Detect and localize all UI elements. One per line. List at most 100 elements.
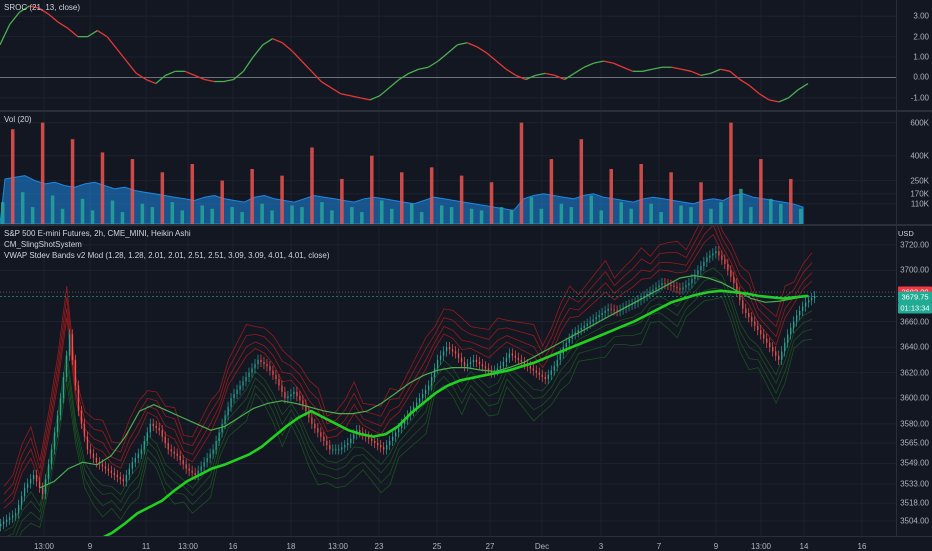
candle-body — [374, 440, 376, 444]
volume-axis[interactable]: 600K 400K 250K 170K 110K — [896, 112, 932, 224]
volume-bar — [639, 164, 643, 224]
candle-body — [721, 255, 723, 260]
candle-body — [149, 423, 151, 433]
candle-body — [613, 309, 615, 311]
sroc-legend[interactable]: SROC (21, 13, close) — [4, 3, 81, 12]
vwap-bands-legend[interactable]: VWAP Stdev Bands v2 Mod (1.28, 1.28, 2.0… — [4, 251, 330, 260]
volume-bar — [130, 159, 135, 224]
volume-bar — [419, 212, 424, 224]
candle-body — [146, 432, 148, 441]
candle-body — [74, 359, 77, 386]
candle-body — [598, 315, 600, 318]
candle-body — [353, 434, 355, 439]
candle-body — [344, 445, 346, 448]
volume-bar — [220, 180, 224, 224]
vwap-lower-band — [7, 276, 813, 536]
candle-body — [392, 436, 394, 441]
candle-body — [404, 419, 406, 424]
candle-body — [113, 472, 116, 476]
pane-separator[interactable] — [0, 224, 932, 226]
candle-body — [421, 394, 424, 399]
candle-body — [754, 321, 756, 326]
time-tick: 13:00 — [177, 542, 199, 551]
candle-body — [323, 436, 325, 441]
price-pane[interactable]: S&P 500 E-mini Futures, 2h, CME_MINI, He… — [0, 226, 896, 536]
candle-body — [347, 443, 349, 446]
currency-label[interactable]: USD — [898, 229, 914, 238]
candle-body — [475, 359, 478, 363]
candle-body — [649, 291, 651, 294]
candle-body — [257, 359, 259, 365]
candle-body — [655, 287, 657, 290]
candle-body — [332, 449, 334, 451]
candle-body — [550, 370, 552, 375]
candle-body — [329, 445, 331, 450]
candle-body — [359, 430, 361, 433]
volume-bar — [110, 200, 115, 224]
time-axis[interactable]: 13:00 9 11 13:00 16 18 13:00 23 25 27 De… — [0, 536, 932, 551]
volume-bar — [539, 208, 544, 224]
volume-bar — [449, 207, 454, 224]
candle-body — [427, 385, 430, 390]
volume-bar — [260, 203, 264, 224]
sroc-segment — [583, 62, 595, 68]
volume-bar — [150, 207, 155, 224]
volume-bar — [280, 175, 284, 224]
candle-body — [586, 323, 588, 326]
sroc-segment — [515, 74, 526, 81]
price-tick: 3700.00 — [900, 265, 929, 275]
volume-bar — [400, 172, 404, 224]
sroc-segment — [496, 60, 507, 70]
sroc-segment — [505, 68, 517, 76]
candle-body — [709, 255, 711, 258]
candle-body — [634, 302, 636, 304]
volume-bar — [380, 200, 384, 224]
sroc-segment — [720, 68, 731, 72]
volume-bar — [659, 212, 663, 224]
volume-bar — [699, 182, 703, 224]
candle-body — [92, 453, 95, 458]
sroc-price-axis[interactable]: 3.00 2.00 1.00 0.00 -1.00 — [896, 0, 932, 110]
candle-body — [218, 432, 220, 441]
candle-body — [469, 362, 472, 365]
candle-body — [14, 513, 17, 516]
volume-bar — [170, 202, 175, 224]
volume-bar — [429, 167, 434, 224]
candle-body — [736, 283, 738, 292]
volume-tick: 250K — [910, 176, 929, 186]
sroc-segment — [768, 99, 779, 103]
sroc-segment — [398, 72, 410, 81]
volume-bar — [499, 207, 504, 224]
volume-legend[interactable]: Vol (20) — [4, 115, 32, 124]
candle-body — [511, 353, 514, 356]
sroc-segment — [418, 66, 429, 70]
sroc-segment — [242, 56, 254, 72]
pane-separator[interactable] — [0, 110, 932, 112]
price-tick: 3620.00 — [900, 368, 929, 378]
volume-pane[interactable]: Vol (20) — [0, 112, 896, 224]
volume-bar — [609, 169, 613, 224]
candle-body — [260, 359, 262, 363]
price-axis[interactable]: 3720.00 3700.00 3660.00 3640.00 3620.00 … — [896, 226, 932, 536]
candle-body — [194, 472, 196, 476]
volume-bar — [80, 198, 85, 224]
candle-body — [95, 457, 98, 463]
vwap-line — [102, 289, 809, 536]
time-tick: 23 — [374, 542, 384, 551]
slingshot-legend[interactable]: CM_SlingShotSystem — [4, 240, 82, 249]
price-chart — [0, 226, 896, 536]
volume-bar — [589, 195, 594, 224]
candle-body — [368, 436, 370, 439]
symbol-title[interactable]: S&P 500 E-mini Futures, 2h, CME_MINI, He… — [4, 229, 191, 238]
candle-body — [299, 396, 301, 401]
candle-body — [451, 349, 454, 352]
candle-body — [35, 475, 38, 482]
sroc-pane[interactable]: SROC (21, 13, close) — [0, 0, 896, 110]
candle-body — [398, 428, 400, 433]
candle-body — [607, 308, 609, 311]
volume-bar — [509, 210, 514, 224]
candle-body — [242, 381, 244, 386]
volume-bar — [300, 207, 304, 224]
sroc-segment — [437, 52, 449, 62]
candle-body — [751, 317, 753, 322]
